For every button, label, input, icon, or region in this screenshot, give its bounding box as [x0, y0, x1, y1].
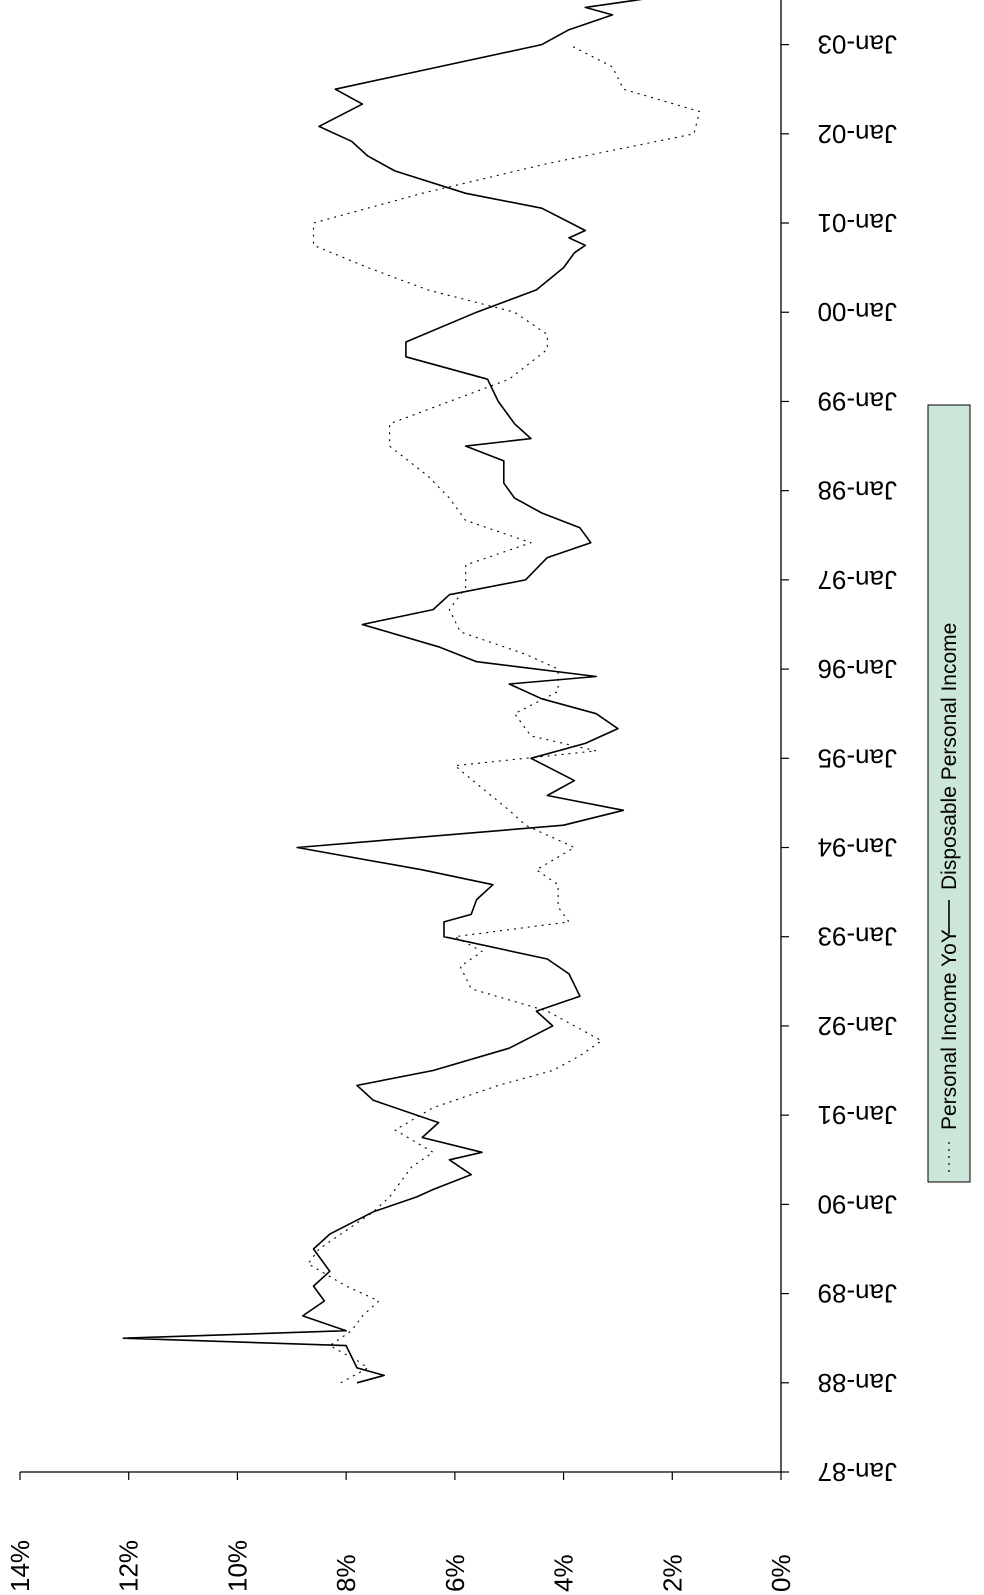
series-line-disposable-income — [122, 0, 643, 1384]
time-tick-label: Jan-03 — [818, 30, 898, 60]
series-line-personal-income — [307, 44, 701, 1384]
time-tick-label: Jan-93 — [818, 922, 898, 952]
time-tick-label: Jan-87 — [818, 1457, 898, 1487]
time-tick-label: Jan-89 — [818, 1279, 898, 1309]
time-tick-label: Jan-01 — [818, 208, 898, 238]
plot-area — [122, 0, 701, 1384]
axes: 0% 2% 4% 6% 8% 10% 12% 14% Jan-87 Jan-88 Jan-89 Jan… — [5, 0, 897, 1592]
value-tick-label: 10% — [222, 1540, 252, 1592]
time-tick-label: Jan-92 — [818, 1011, 898, 1041]
time-tick-label: Jan-98 — [818, 476, 898, 506]
legend: Personal Income YoY Disposable Personal … — [927, 404, 971, 1183]
time-tick-label: Jan-00 — [818, 297, 898, 327]
time-tick-label: Jan-02 — [818, 119, 898, 149]
time-tick-label: Jan-97 — [818, 565, 898, 595]
value-tick-label: 14% — [5, 1540, 35, 1592]
legend-label-disposable: Disposable Personal Income — [938, 623, 961, 890]
value-tick-label: 8% — [331, 1554, 361, 1592]
value-tick-label: 0% — [766, 1554, 796, 1592]
legend-label-personal-income: Personal Income YoY — [938, 929, 961, 1130]
time-tick-label: Jan-91 — [818, 1100, 898, 1130]
value-tick-label: 4% — [549, 1554, 579, 1592]
time-tick-label: Jan-90 — [818, 1189, 898, 1219]
time-tick-label: Jan-96 — [818, 654, 898, 684]
value-tick-label: 6% — [440, 1554, 470, 1592]
time-tick-label: Jan-94 — [818, 833, 898, 863]
time-tick-label: Jan-88 — [818, 1368, 898, 1398]
value-tick-label: 12% — [114, 1540, 144, 1592]
value-tick-label: 2% — [657, 1554, 687, 1592]
time-tick-label: Jan-99 — [818, 386, 898, 416]
time-tick-label: Jan-95 — [818, 743, 898, 773]
legend-box — [927, 404, 971, 1183]
